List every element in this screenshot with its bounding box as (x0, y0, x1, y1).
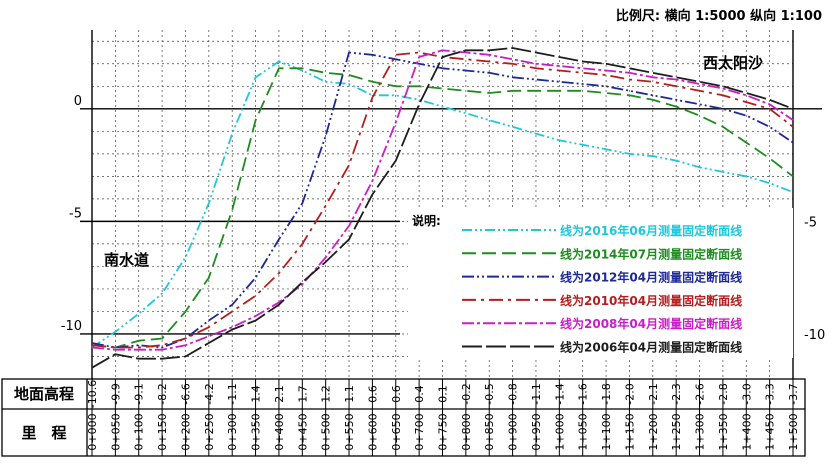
legend: 说明: 线为2016年06月测量固定断面线线为2014年07月测量固定断面线线为… (408, 208, 793, 358)
station-cell: 0+400 (273, 413, 286, 450)
station-cell: 1+000 (553, 413, 566, 450)
station-cell: 0+850 (483, 413, 496, 450)
station-cell: 0+950 (530, 413, 543, 450)
elevation-cell: 0.1 (437, 385, 450, 403)
elevation-cell: -0.8 (507, 383, 520, 404)
y-tick-label-left: -10 (61, 319, 82, 334)
elevation-cell: -2.0 (623, 383, 636, 404)
station-cell: 1+500 (787, 413, 800, 450)
elevation-cell: -3.7 (787, 383, 800, 404)
south-area-label: 南水道 (104, 251, 149, 269)
legend-label-5: 线为2008年04月测量固定断面线 (560, 316, 742, 331)
legend-background (408, 208, 793, 358)
y-tick-label-right: -5 (804, 215, 817, 230)
elevation-cell: -3.0 (740, 383, 753, 404)
elevation-cell: -1.1 (226, 383, 239, 404)
elevation-cell: -8.2 (156, 383, 169, 404)
elevation-cell: -3.3 (764, 383, 777, 404)
elevation-cell: 0.6 (390, 385, 403, 403)
elevation-cell: -1.6 (577, 383, 590, 404)
station-cell: 0+250 (203, 413, 216, 450)
elevation-cell: -1.4 (553, 383, 566, 404)
legend-label-4: 线为2010年04月测量固定断面线 (560, 293, 742, 308)
elevation-cell: -1.1 (530, 383, 543, 404)
elevation-cell: 1.7 (296, 385, 309, 403)
station-cell: 1+350 (717, 413, 730, 450)
station-cell: 0+200 (179, 413, 192, 450)
elevation-cell: -6.6 (179, 383, 192, 404)
legend-label-1: 线为2016年06月测量固定断面线 (560, 223, 742, 238)
elevation-cell: -0.2 (460, 383, 473, 404)
station-cell: 0+650 (390, 413, 403, 450)
station-cell: 0+550 (343, 413, 356, 450)
north-area-label: 西太阳沙 (703, 54, 763, 72)
series-line-5 (91, 49, 794, 351)
station-cell: 0+300 (226, 413, 239, 450)
station-cell: 1+150 (623, 413, 636, 450)
elevation-cell: 0.4 (413, 385, 426, 403)
station-cell: 1+300 (694, 413, 707, 450)
legend-label-2: 线为2014年07月测量固定断面线 (560, 246, 742, 261)
elevation-cell: -1.8 (600, 383, 613, 404)
axes: 0 -5 -10 -5 -10 (61, 30, 825, 379)
y-tick-label-left: -5 (69, 206, 82, 221)
elevation-cell: 1.2 (320, 385, 333, 403)
legend-title: 说明: (412, 213, 441, 228)
y-tick-label-right: -10 (804, 328, 825, 343)
station-cell: 0+800 (460, 413, 473, 450)
elevation-cell: 0.6 (366, 385, 379, 403)
elevation-cell: -9.1 (133, 383, 146, 404)
station-cell: 1+100 (600, 413, 613, 450)
station-cell: 0+750 (437, 413, 450, 450)
elevation-cell: 1.1 (343, 385, 356, 403)
series-group (91, 47, 794, 369)
elevation-cell: 1.4 (250, 385, 263, 403)
legend-label-3: 线为2012年04月测量固定断面线 (560, 270, 742, 285)
elevation-cell: -10.6 (86, 380, 99, 408)
station-cell: 0+350 (250, 413, 263, 450)
station-cell: 1+400 (740, 413, 753, 450)
station-cell: 0+100 (133, 413, 146, 450)
station-cell: 1+200 (647, 413, 660, 450)
elevation-cell: -9.9 (109, 383, 122, 404)
series-line-3 (91, 51, 794, 349)
series-line-2 (91, 67, 794, 349)
scale-text: 比例尺: 横向 1:5000 纵向 1:100 (616, 8, 822, 24)
station-cell: 0+700 (413, 413, 426, 450)
elevation-cell: 2.1 (273, 385, 286, 403)
station-cell: 0+450 (296, 413, 309, 450)
station-row-label: 里 程 (21, 424, 66, 442)
elevation-cell: -2.8 (717, 383, 730, 404)
station-cell: 0+500 (320, 413, 333, 450)
table-cells: -10.6 0+000 -9.9 0+050 -9.1 0+100 -8.2 0+150 -6.… (86, 379, 800, 456)
station-cell: 1+250 (670, 413, 683, 450)
elevation-cell: -2.1 (647, 383, 660, 404)
elevation-cell: -2.6 (694, 383, 707, 404)
station-cell: 0+050 (109, 413, 122, 450)
station-cell: 1+050 (577, 413, 590, 450)
elevation-cell: -4.2 (203, 383, 216, 404)
data-table: 地面高程 里 程 -10.6 0+000 -9.9 0+050 -9.1 0+100 -8.… (1, 378, 806, 457)
elevation-cell: -2.3 (670, 383, 683, 404)
station-cell: 1+450 (764, 413, 777, 450)
elevation-row-label: 地面高程 (14, 385, 74, 403)
legend-label-6: 线为2006年04月测量固定断面线 (560, 340, 742, 355)
station-cell: 0+900 (507, 413, 520, 450)
elevation-cell: -0.5 (483, 383, 496, 404)
station-cell: 0+000 (86, 413, 99, 450)
table-frame (1, 378, 806, 457)
series-line-1 (91, 60, 794, 349)
station-cell: 0+150 (156, 413, 169, 450)
series-line-6 (91, 47, 794, 369)
y-tick-label-left: 0 (74, 94, 82, 109)
station-cell: 0+600 (366, 413, 379, 450)
